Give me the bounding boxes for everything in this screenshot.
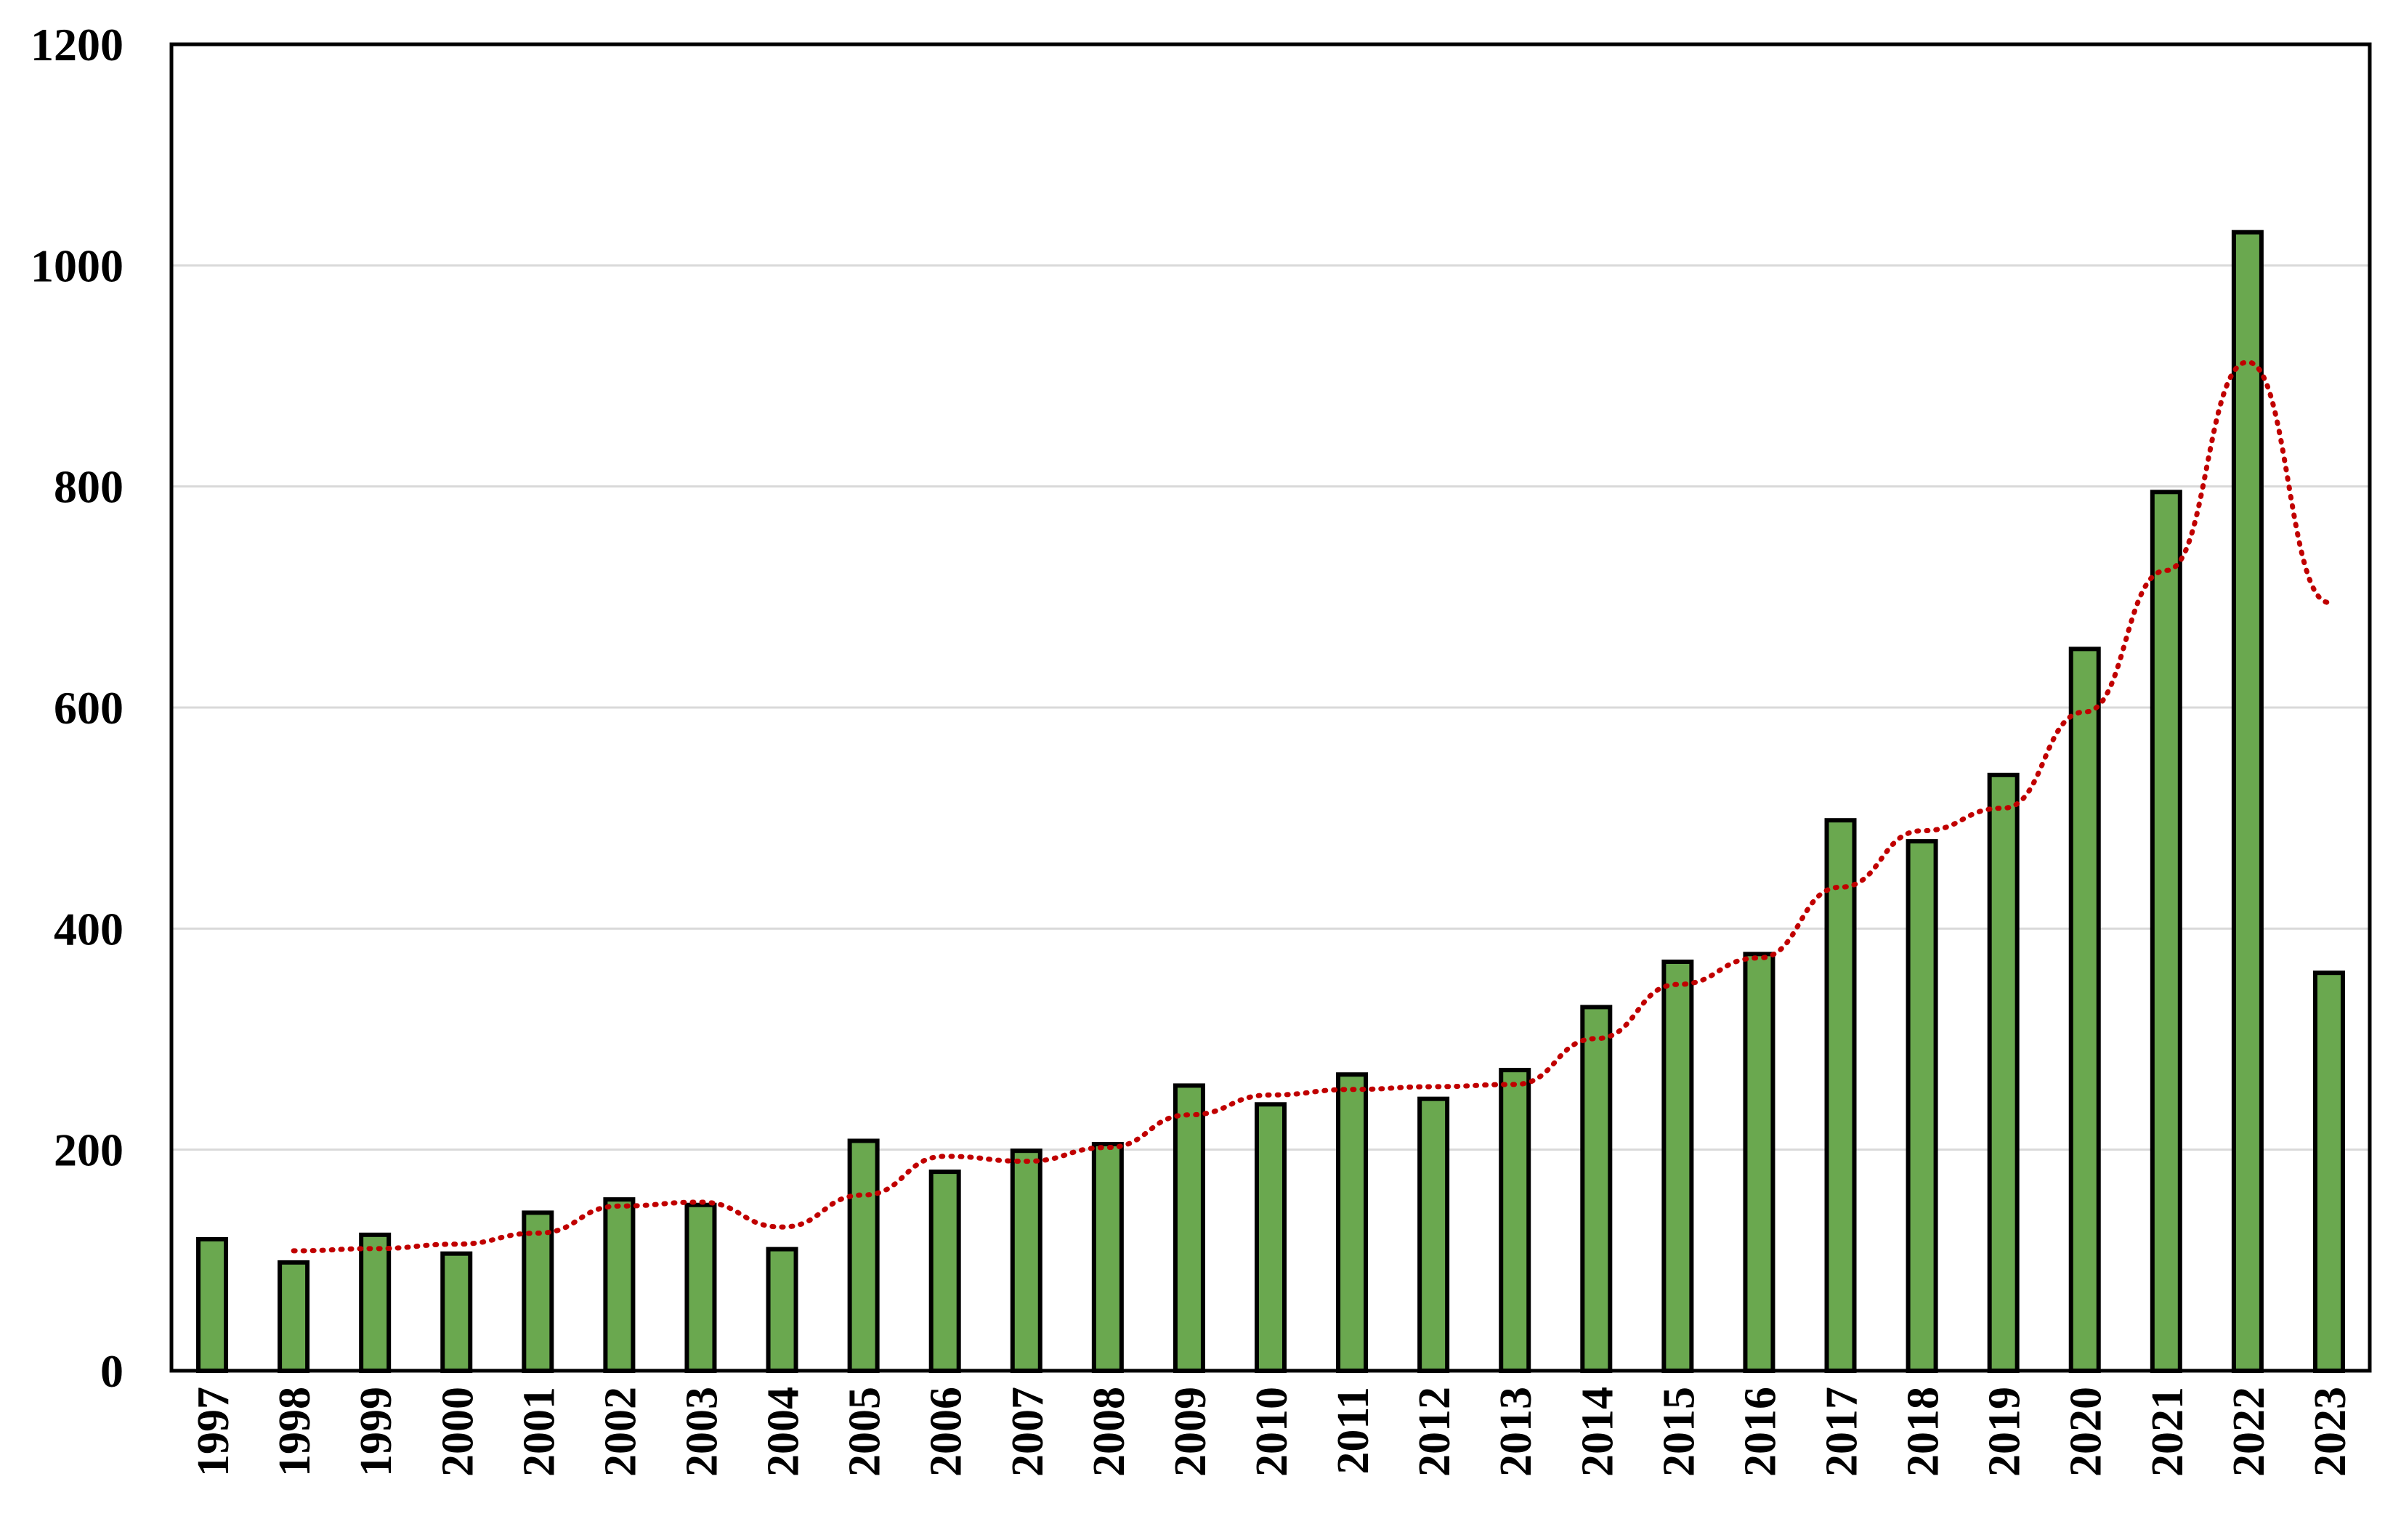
bar-2023 [2312, 970, 2345, 1373]
x-tick-label: 2012 [1410, 1387, 1459, 1477]
trendline [291, 359, 2332, 1254]
x-tick-label: 2021 [2143, 1387, 2192, 1477]
x-tick-label: 1997 [189, 1387, 238, 1477]
bar-1999 [359, 1232, 392, 1373]
bar-2015 [1661, 959, 1694, 1373]
x-tick-label: 2002 [596, 1387, 645, 1477]
bar-2005 [847, 1138, 880, 1373]
x-tick-label: 2004 [759, 1387, 809, 1477]
x-tick-label: 1999 [352, 1387, 401, 1477]
bar-2011 [1336, 1072, 1369, 1374]
bar-1997 [196, 1236, 229, 1373]
x-tick-label: 2006 [922, 1387, 971, 1477]
bar-2021 [2150, 490, 2182, 1373]
x-tick-label: 2001 [514, 1387, 564, 1477]
bar-2019 [1987, 772, 2020, 1373]
bars [196, 230, 2345, 1374]
bar-2016 [1743, 952, 1775, 1373]
y-tick-label: 600 [54, 682, 123, 734]
y-axis-tick-labels: 0 200 400 600 800 1000 1200 [31, 19, 123, 1397]
bar-2009 [1173, 1083, 1205, 1374]
x-tick-label: 2017 [1818, 1387, 1867, 1477]
bar-2008 [1091, 1142, 1124, 1374]
x-tick-label: 2009 [1166, 1387, 1215, 1477]
x-tick-label: 1998 [270, 1387, 320, 1477]
x-tick-label: 2005 [841, 1387, 890, 1477]
x-tick-label: 2020 [2062, 1387, 2111, 1477]
bar-2018 [1906, 839, 1938, 1374]
x-tick-label: 2000 [433, 1387, 482, 1477]
x-tick-label: 2014 [1573, 1387, 1622, 1477]
bar-2022 [2231, 230, 2264, 1373]
bar-2010 [1255, 1102, 1287, 1373]
x-tick-label: 2007 [1003, 1387, 1053, 1477]
x-tick-label: 2013 [1491, 1387, 1541, 1477]
x-tick-label: 2022 [2224, 1387, 2274, 1477]
bar-2007 [1010, 1148, 1042, 1374]
x-tick-label: 2018 [1899, 1387, 1948, 1477]
x-tick-label: 2019 [1980, 1387, 2030, 1477]
y-tick-label: 800 [54, 461, 123, 513]
x-tick-label: 2003 [677, 1387, 726, 1477]
bar-2020 [2068, 647, 2101, 1373]
bar-2017 [1824, 818, 1857, 1373]
bar-2002 [603, 1197, 636, 1374]
bar-2014 [1580, 1005, 1613, 1374]
x-tick-label: 2010 [1247, 1387, 1297, 1477]
plot-area-border [169, 42, 2372, 1373]
bar-2001 [522, 1210, 554, 1373]
x-tick-label: 2016 [1736, 1387, 1785, 1477]
bar-1998 [278, 1260, 310, 1374]
bar-2004 [766, 1247, 798, 1374]
y-tick-label: 1200 [31, 19, 123, 70]
x-tick-label: 2008 [1085, 1387, 1134, 1477]
bar-2003 [684, 1202, 717, 1373]
y-tick-label: 0 [100, 1345, 123, 1397]
bar-2006 [928, 1170, 961, 1373]
x-axis-tick-labels: 1997 1998 1999 2000 2001 2002 2003 2004 2005 2006… [189, 1387, 2355, 1477]
x-tick-label: 2011 [1329, 1387, 1378, 1475]
x-tick-label: 2023 [2306, 1387, 2355, 1477]
x-tick-label: 2015 [1654, 1387, 1704, 1477]
gridlines [171, 264, 2370, 1151]
y-tick-label: 200 [54, 1124, 123, 1176]
plot-frame [169, 42, 2372, 1373]
y-tick-label: 400 [54, 903, 123, 955]
trendline-layer [291, 359, 2332, 1254]
bar-2000 [440, 1251, 473, 1374]
y-tick-label: 1000 [31, 240, 123, 291]
bar-2013 [1499, 1068, 1531, 1374]
bar-2012 [1417, 1096, 1450, 1374]
